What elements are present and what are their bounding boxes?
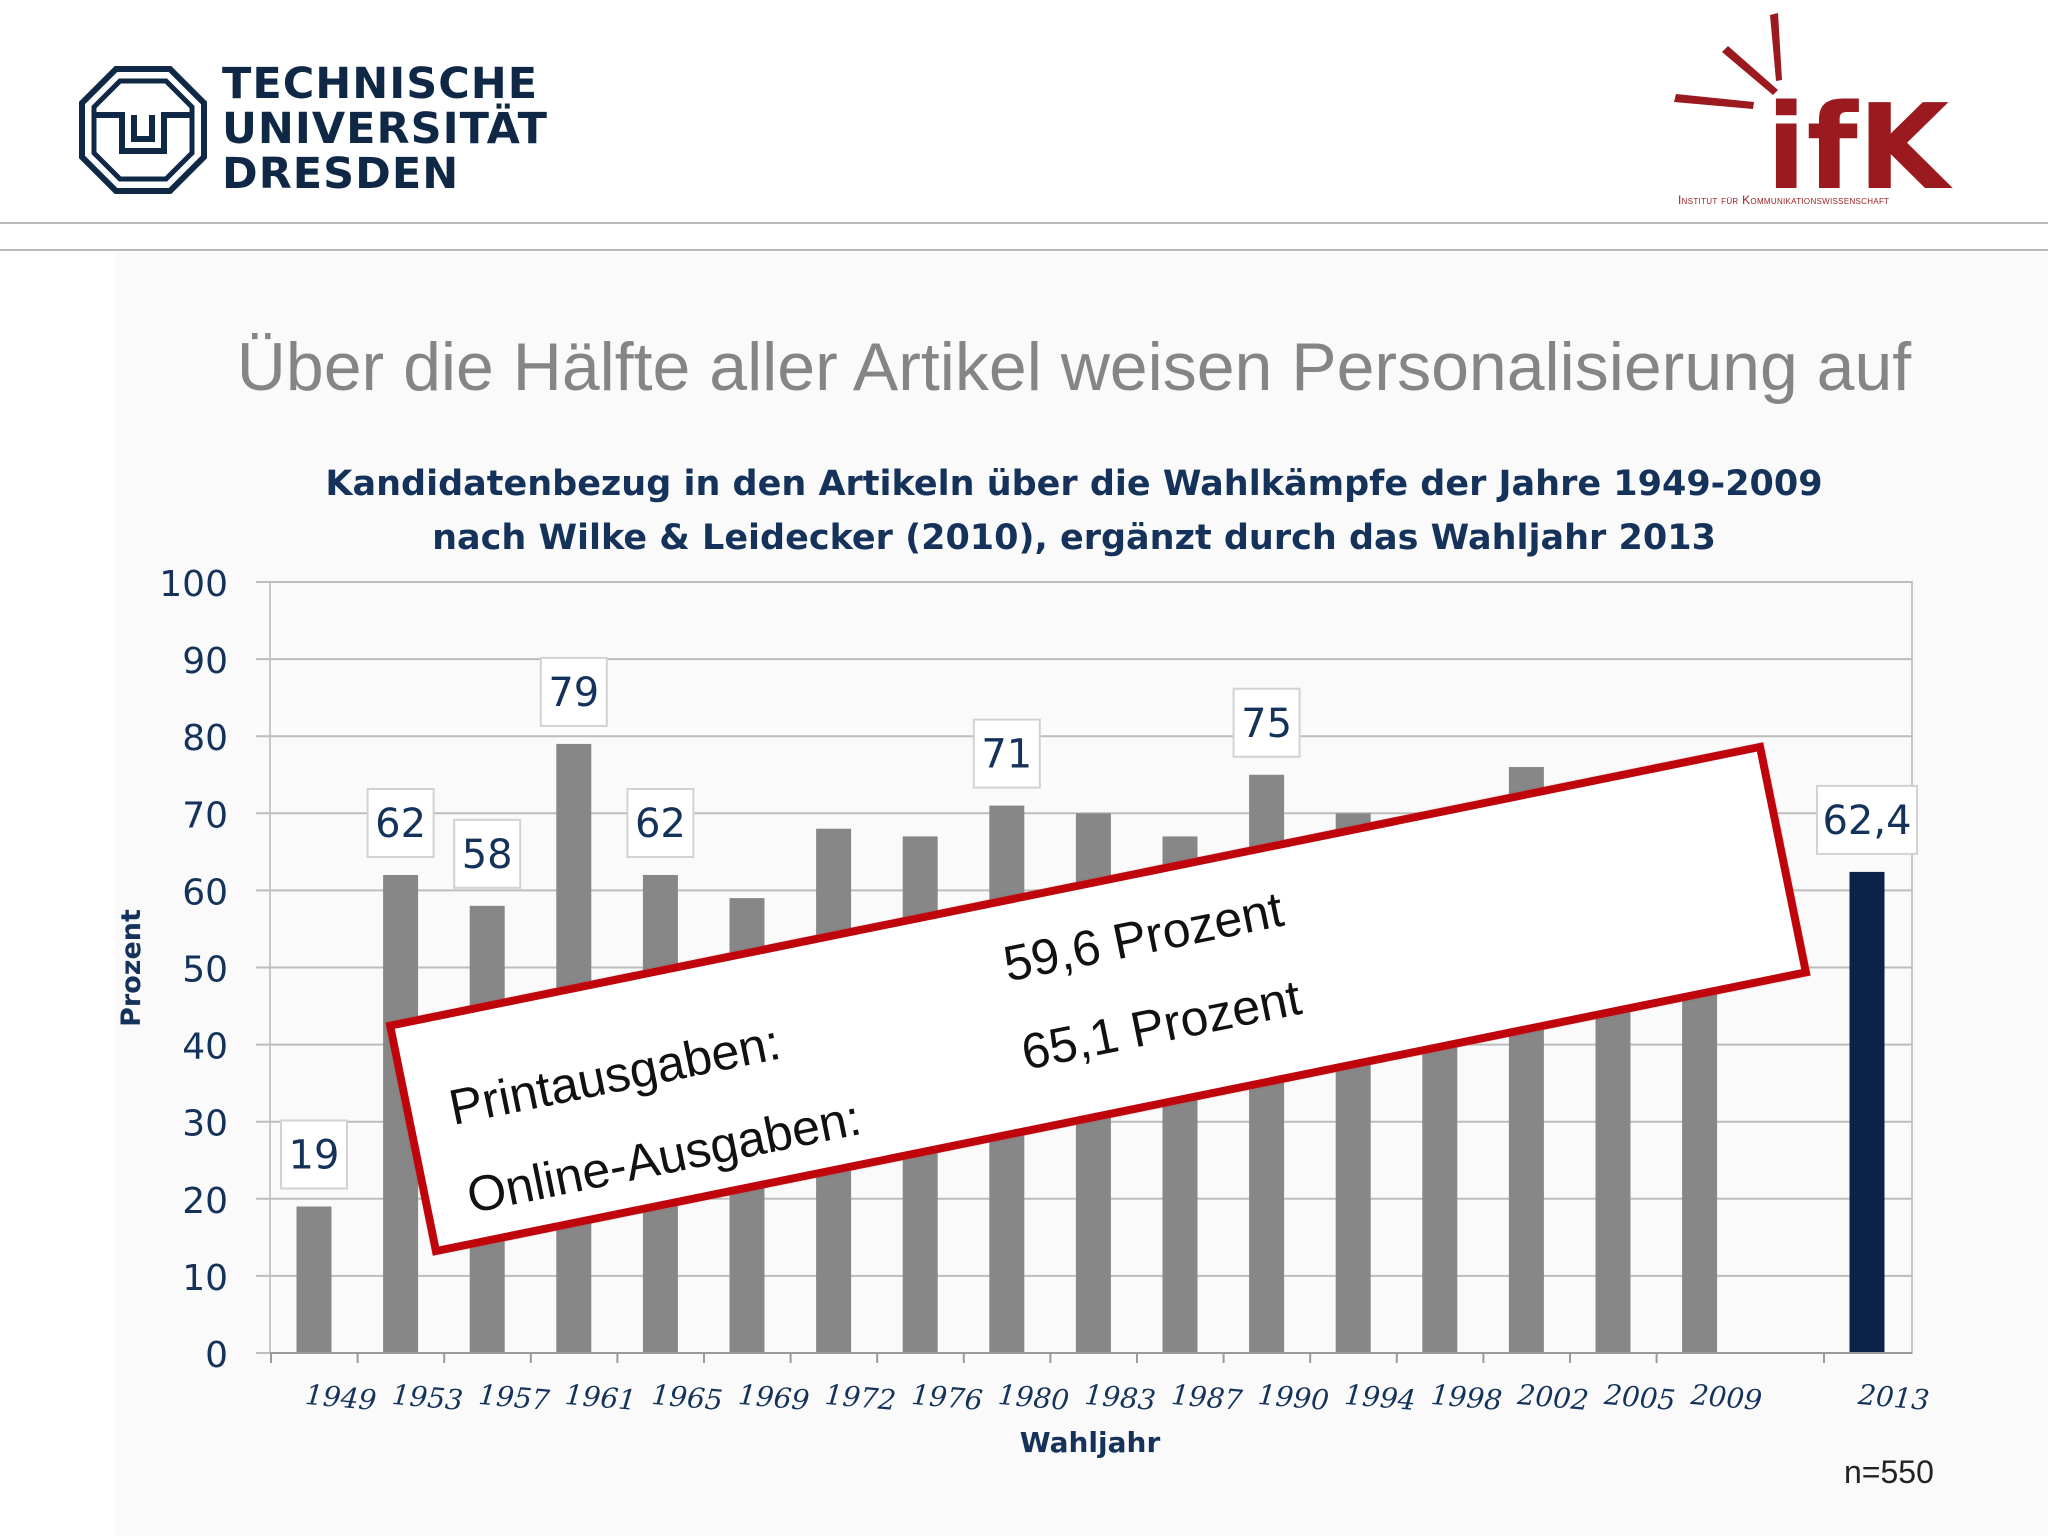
x-tick-label: 2009 — [1688, 1378, 1763, 1417]
x-tick-label: 1965 — [650, 1378, 724, 1417]
ifk-logo-text: ifK — [1766, 78, 1954, 215]
y-tick-label: 60 — [182, 872, 228, 913]
x-tick-label: 2013 — [1856, 1378, 1931, 1417]
data-label: 75 — [1241, 701, 1292, 747]
x-tick-label: 2002 — [1515, 1378, 1590, 1417]
y-tick-label: 100 — [159, 564, 228, 605]
data-label: 19 — [289, 1133, 340, 1179]
x-tick-label: 1998 — [1430, 1378, 1504, 1417]
y-axis-label: Prozent — [116, 909, 147, 1027]
y-tick-label: 10 — [182, 1258, 228, 1299]
x-tick-label: 1953 — [390, 1378, 464, 1417]
tu-dresden-logo — [79, 66, 207, 194]
x-tick-label: 1994 — [1343, 1378, 1417, 1417]
data-label: 71 — [981, 732, 1032, 778]
x-axis-label: Wahljahr — [1020, 1426, 1161, 1459]
x-tick-label: 1957 — [477, 1378, 551, 1417]
bar-1949 — [296, 1206, 332, 1353]
chart-title: Kandidatenbezug in den Artikeln über die… — [0, 457, 2048, 565]
slide-headline: Über die Hälfte aller Artikel weisen Per… — [236, 329, 1912, 405]
data-label-box — [539, 656, 608, 727]
chart-title-line-2: nach Wilke & Leidecker (2010), ergänzt d… — [432, 518, 1716, 558]
x-tick-label: 1983 — [1083, 1378, 1157, 1417]
data-label: 62,4 — [1822, 798, 1911, 844]
header: TECHNISCHE UNIVERSITÄT DRESDEN ifK Insti… — [0, 0, 2048, 252]
header-divider-top — [0, 222, 2048, 224]
x-tick-label: 1969 — [737, 1378, 811, 1417]
online-value: 65,1 Prozent — [1016, 969, 1306, 1081]
data-label-box — [453, 818, 522, 889]
x-tick-label: 1976 — [910, 1378, 984, 1417]
x-tick-label: 1987 — [1170, 1378, 1244, 1417]
bar-2013 — [1849, 871, 1885, 1353]
data-label-box — [280, 1119, 348, 1190]
x-tick-label: 1961 — [564, 1378, 638, 1417]
y-tick-label: 70 — [182, 795, 228, 836]
axis-layer: 0 10 20 30 40 50 60 70 80 90 100 1949 1953 1957 1961 19… — [159, 564, 1930, 1417]
data-label-box — [1816, 784, 1918, 855]
x-tick-label: 1990 — [1256, 1378, 1330, 1417]
print-value: 59,6 Prozent — [998, 881, 1288, 993]
x-tick-label: 1949 — [304, 1378, 378, 1417]
y-tick-label: 90 — [182, 641, 228, 682]
data-label-box — [972, 718, 1041, 789]
data-label: 79 — [548, 670, 599, 716]
chart-title-line-1: Kandidatenbezug in den Artikeln über die… — [325, 464, 1823, 504]
data-label-box — [626, 787, 695, 858]
y-tick-label: 20 — [182, 1181, 228, 1222]
data-label: 62 — [375, 801, 426, 847]
data-label: 62 — [635, 801, 686, 847]
ifk-logo: ifK — [1674, 13, 1954, 215]
y-tick-label: 40 — [182, 1027, 228, 1068]
header-divider-bottom — [0, 249, 2048, 251]
y-tick-label: 30 — [182, 1104, 228, 1145]
data-label-layer: 19 62 58 79 62 71 75 62,4 — [280, 656, 1918, 1190]
ifk-subtitle: Institut für Kommunikationswissenschaft — [1678, 193, 1890, 207]
data-label-box — [366, 787, 435, 858]
data-label-box — [1232, 687, 1301, 758]
tu-dresden-wordmark: TECHNISCHE UNIVERSITÄT DRESDEN — [222, 59, 548, 199]
y-tick-label: 50 — [182, 950, 228, 991]
data-label: 58 — [462, 832, 513, 878]
sample-size-label: n=550 — [1844, 1454, 1934, 1490]
y-tick-label: 0 — [205, 1335, 228, 1376]
x-tick-label: 1972 — [823, 1378, 897, 1417]
x-tick-label: 1980 — [997, 1378, 1071, 1417]
y-tick-label: 80 — [182, 718, 228, 759]
x-tick-label: 2005 — [1602, 1378, 1677, 1417]
